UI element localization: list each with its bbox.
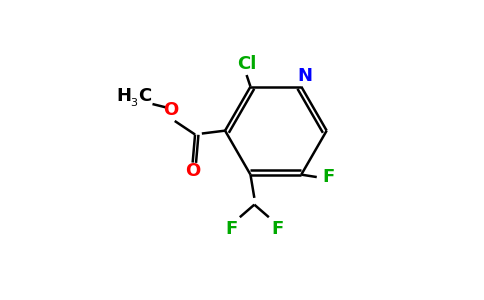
Text: F: F [323, 168, 335, 186]
Text: F: F [226, 220, 238, 238]
Text: 3: 3 [130, 98, 137, 108]
Text: O: O [185, 162, 200, 180]
Text: C: C [137, 87, 151, 105]
Text: N: N [297, 67, 312, 85]
Text: Cl: Cl [237, 55, 257, 73]
Text: H: H [116, 87, 131, 105]
Text: O: O [163, 101, 179, 119]
Text: F: F [271, 220, 283, 238]
